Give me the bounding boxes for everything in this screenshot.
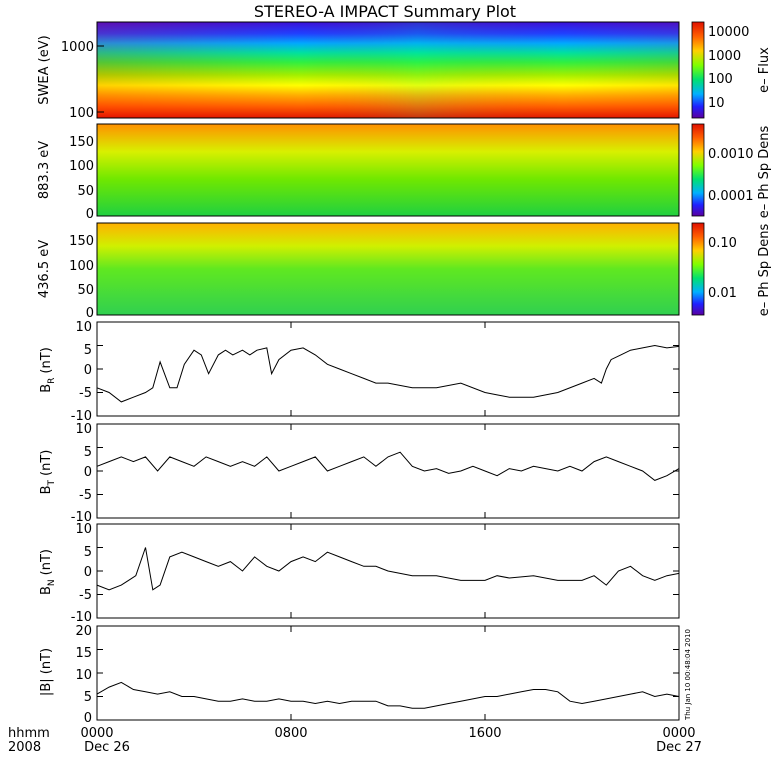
bt-tick-label: 10	[75, 422, 92, 437]
pad-436-ylabel: 436.5 eV	[37, 240, 52, 298]
bt-tick-label: -5	[79, 488, 92, 503]
bmag-tick-label: 15	[75, 646, 92, 661]
bt-ylabel-sub: T	[47, 479, 57, 486]
date-end: Dec 27	[656, 740, 702, 755]
bt-series-line	[96, 451, 680, 481]
pad-436-colorbar-tick: 0.10	[708, 236, 737, 251]
swea-colorbar	[691, 21, 705, 119]
bt-frame	[96, 423, 680, 519]
bt-ylabel: BT (nT)	[39, 450, 57, 495]
x-tick-label: 1600	[468, 726, 501, 741]
pad-436-colorbar	[691, 222, 705, 316]
panel-swea: 1000 100 SWEA (eV) 10000 1000 100 10 e– …	[37, 21, 772, 121]
swea-colorbar-tick: 1000	[708, 49, 741, 64]
bn-tick-label: 0	[84, 565, 92, 580]
bn-series-line	[96, 547, 680, 591]
bt-tick-label: 0	[84, 465, 92, 480]
bn-ylabel-unit: (nT)	[39, 549, 54, 575]
x-tick-label: 0000	[662, 726, 695, 741]
panel-bmag: 20 15 10 5 0 |B| (nT) Thu Jan 10 00:48:0…	[39, 624, 692, 726]
bmag-tick-label: 5	[84, 690, 92, 705]
br-tick-label: 5	[84, 343, 92, 358]
pad-436-tick-label: 50	[77, 283, 94, 298]
pad-883-colorbar-label: e– Ph Sp Dens	[757, 126, 772, 219]
br-ylabel: BR (nT)	[39, 347, 57, 393]
pad-883-tick-label: 0	[86, 207, 94, 222]
bmag-tick-label: 10	[75, 668, 92, 683]
bn-ylabel-main: B	[39, 586, 54, 595]
series-layer	[96, 321, 680, 721]
panel-pad-883: 150 100 50 0 883.3 eV 0.0010 0.0001 e– P…	[37, 123, 772, 222]
br-series-line	[96, 344, 680, 403]
timestamp: Thu Jan 10 00:48:04 2010	[684, 629, 692, 721]
bt-tick-label: -10	[71, 510, 92, 525]
date-start: Dec 26	[84, 740, 130, 755]
x-axis: 0000 0800 1600 0000 Dec 26 Dec 27 hhmm 2…	[8, 726, 702, 755]
pad-436-tick-label: 100	[69, 259, 94, 274]
br-yaxis: 10 5 0 -5 -10	[71, 320, 92, 424]
br-tick-label: 0	[84, 363, 92, 378]
swea-spectrogram-overlay	[97, 22, 679, 118]
bt-ylabel-main: B	[39, 485, 54, 494]
swea-frame	[96, 21, 680, 119]
panel-bn: 10 5 0 -5 -10 BN (nT)	[39, 522, 680, 625]
pad-436-tick-label: 0	[86, 306, 94, 321]
pad-883-spectrogram	[97, 124, 679, 216]
bn-ylabel: BN (nT)	[39, 549, 57, 595]
bmag-tick-label: 0	[84, 711, 92, 726]
pad-883-colorbar	[691, 123, 705, 217]
bn-tick-label: 10	[75, 522, 92, 537]
panel-br: 10 5 0 -5 -10 BR (nT)	[39, 320, 680, 424]
pad-883-ylabel: 883.3 eV	[37, 141, 52, 199]
br-frame	[96, 321, 680, 417]
swea-colorbar-tick: 10	[708, 96, 725, 111]
bmag-tick-label: 20	[75, 624, 92, 639]
br-ylabel-main: B	[39, 384, 54, 393]
pad-436-spectrogram	[97, 223, 679, 315]
pad-436-colorbar-label: e– Ph Sp Dens	[757, 224, 772, 317]
year-label: 2008	[8, 740, 41, 755]
swea-colorbar-tick: 10000	[708, 25, 749, 40]
br-tick-label: -5	[79, 386, 92, 401]
swea-ylabel: SWEA (eV)	[37, 35, 52, 104]
bt-ylabel-unit: (nT)	[39, 450, 54, 476]
br-ylabel-unit: (nT)	[39, 347, 54, 373]
pad-883-tick-label: 50	[77, 184, 94, 199]
hhmm-label: hhmm	[8, 726, 50, 741]
pad-883-tick-label: 150	[69, 135, 94, 150]
pad-436-tick-label: 150	[69, 234, 94, 249]
bmag-series-line	[96, 681, 680, 709]
bt-tick-label: 5	[84, 445, 92, 460]
bn-tick-label: -5	[79, 588, 92, 603]
x-tick-label: 0800	[274, 726, 307, 741]
pad-436-frame	[96, 222, 680, 316]
pad-883-tick-label: 100	[69, 159, 94, 174]
swea-colorbar-label: e– Flux	[757, 47, 772, 93]
bmag-ylabel: |B| (nT)	[39, 648, 54, 696]
br-tick-label: -10	[71, 409, 92, 424]
pad-883-colorbar-tick: 0.0010	[708, 147, 754, 162]
plot-title: STEREO-A IMPACT Summary Plot	[254, 2, 516, 21]
br-ylabel-sub: R	[47, 378, 57, 384]
pad-883-colorbar-tick: 0.0001	[708, 189, 754, 204]
br-tick-label: 10	[75, 320, 92, 335]
bn-ylabel-sub: N	[47, 579, 57, 586]
panel-bt: 10 5 0 -5 -10 BT (nT)	[39, 422, 680, 525]
swea-tick-label: 1000	[61, 40, 94, 55]
bn-tick-label: -10	[71, 610, 92, 625]
panel-pad-436: 150 100 50 0 436.5 eV 0.10 0.01 e– Ph Sp…	[37, 222, 772, 321]
pad-883-frame	[96, 123, 680, 217]
x-tick-label: 0000	[80, 726, 113, 741]
swea-colorbar-tick: 100	[708, 72, 733, 87]
pad-436-colorbar-tick: 0.01	[708, 286, 737, 301]
bn-tick-label: 5	[84, 545, 92, 560]
swea-tick-label: 100	[69, 106, 94, 121]
